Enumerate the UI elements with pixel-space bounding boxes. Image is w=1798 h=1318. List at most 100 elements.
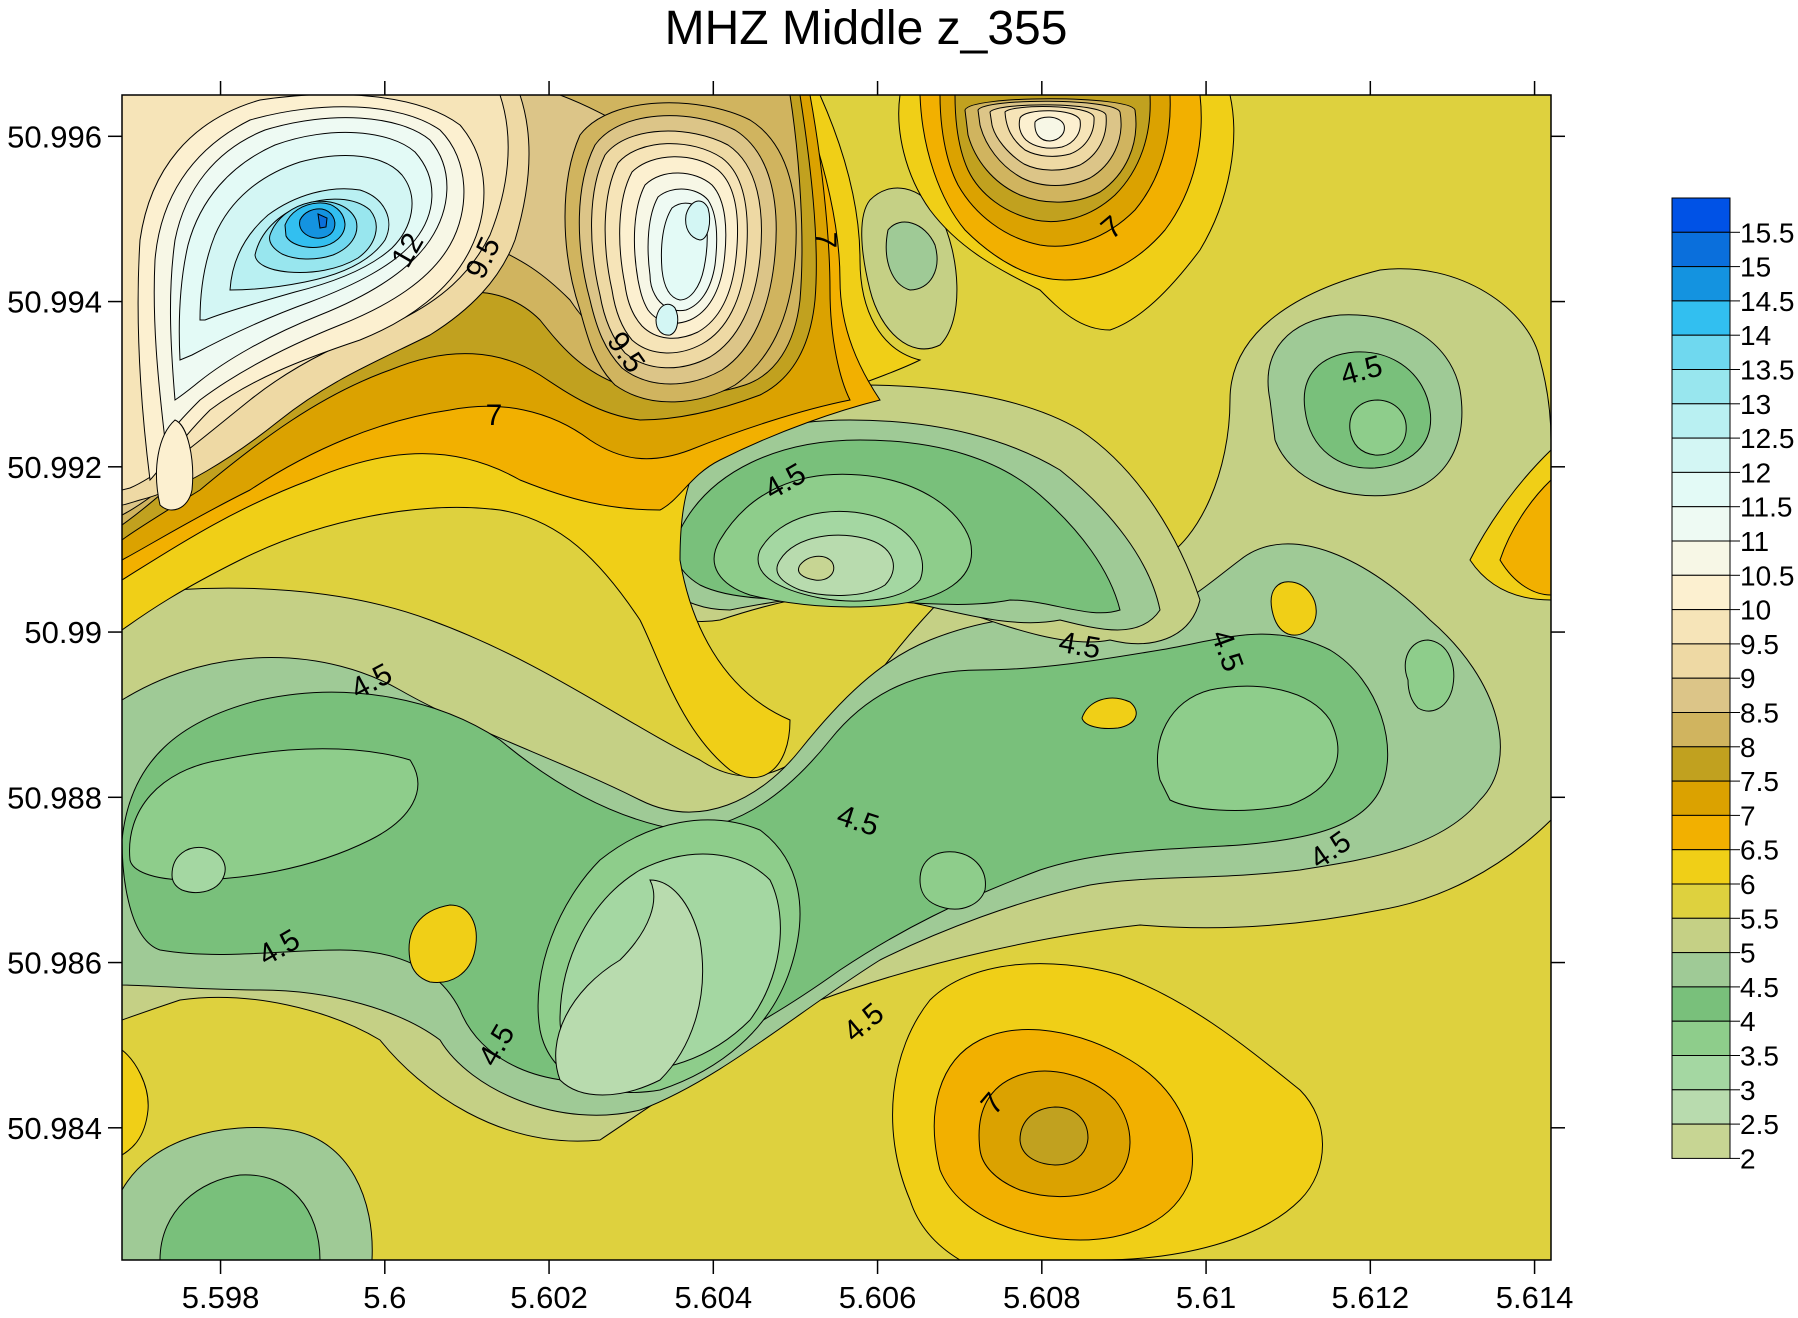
colorbar-label: 11.5	[1740, 492, 1792, 523]
colorbar-swatch	[1671, 506, 1731, 542]
contour-label: 4.5	[1056, 626, 1103, 666]
chart-title: MHZ Middle z_355	[665, 2, 1068, 55]
colorbar-label: 5.5	[1740, 903, 1779, 934]
x-axis: 5.598 5.6 5.602 5.604 5.606 5.608 5.61 5.612 5.6…	[182, 81, 1574, 1315]
plot-area	[122, 95, 1551, 1260]
colorbar-label: 9.5	[1740, 629, 1779, 660]
colorbar-swatch	[1671, 574, 1731, 611]
colorbar-swatch	[1671, 986, 1731, 1022]
colorbar-label: 15.5	[1740, 217, 1795, 248]
colorbar-swatch	[1671, 540, 1731, 576]
x-tick-label: 5.598	[182, 1280, 260, 1315]
colorbar-swatch	[1671, 712, 1731, 748]
colorbar-swatch	[1671, 814, 1731, 851]
y-tick-label: 50.988	[7, 780, 102, 815]
colorbar-label: 4.5	[1740, 972, 1779, 1003]
contour-high-nw-15	[317, 213, 328, 229]
colorbar-label: 14.5	[1740, 286, 1795, 317]
colorbar-label: 14	[1740, 320, 1771, 351]
y-tick-label: 50.986	[7, 946, 102, 981]
colorbar-label: 10.5	[1740, 560, 1795, 591]
colorbar-swatch	[1671, 369, 1731, 405]
contour-high-nw-14-5	[299, 208, 336, 239]
contour-low-east-small-3-5	[1404, 639, 1455, 712]
colorbar-swatch	[1671, 403, 1731, 439]
colorbar-label: 9	[1740, 663, 1756, 694]
colorbar-label: 11	[1740, 526, 1769, 557]
colorbar-swatch	[1671, 883, 1731, 919]
colorbar-swatch	[1671, 1123, 1731, 1159]
colorbar-label: 3	[1740, 1075, 1756, 1106]
colorbar-swatch	[1671, 231, 1731, 268]
colorbar-swatch	[1671, 952, 1731, 988]
colorbar-swatch	[1671, 471, 1731, 508]
contour-low-south-2-5	[555, 879, 704, 1096]
colorbar-label: 2.5	[1740, 1109, 1779, 1140]
contour-low-east-3-5	[1156, 685, 1339, 811]
colorbar-label: 12.5	[1740, 423, 1795, 454]
x-tick-label: 5.614	[1496, 1280, 1574, 1315]
colorbar-swatch	[1671, 437, 1731, 473]
y-tick-label: 50.992	[7, 450, 102, 485]
contour-pocket-e-6	[1270, 581, 1317, 636]
contour-pocket-mid-6	[1081, 697, 1137, 729]
contour-low-west-3	[171, 846, 226, 893]
colorbar-swatch	[1671, 746, 1731, 782]
contour-pocket-sw-6	[408, 904, 477, 984]
y-tick-label: 50.994	[7, 285, 102, 320]
colorbar-swatch	[1671, 1055, 1731, 1091]
colorbar-swatch	[1671, 643, 1731, 679]
colorbar-swatch	[1671, 917, 1731, 954]
colorbar-swatch	[1671, 334, 1731, 371]
colorbar-label: 15	[1740, 252, 1771, 283]
colorbar-label: 6	[1740, 869, 1756, 900]
colorbar-label: 13	[1740, 389, 1771, 420]
colorbar-label: 4	[1740, 1006, 1756, 1037]
colorbar-swatch	[1671, 197, 1731, 233]
colorbar-swatch	[1671, 609, 1731, 645]
contour-label: 7	[486, 399, 503, 432]
colorbar-label: 10	[1740, 595, 1771, 626]
colorbar-swatch	[1671, 1020, 1731, 1057]
contour-low-ne-3-5	[1349, 399, 1407, 456]
colorbar-label: 5	[1740, 938, 1756, 969]
contour-high-south-7-5	[1019, 1106, 1089, 1166]
contour-label: 7	[809, 232, 842, 249]
contour-basin-central-2-5	[776, 534, 894, 596]
y-tick-label: 50.996	[7, 119, 102, 154]
colorbar-label: 6.5	[1740, 835, 1779, 866]
contour-high-mid-12b	[655, 303, 679, 336]
contour-low-mid-3-5	[919, 851, 986, 910]
contour-pocket-east-6-5	[1499, 479, 1551, 596]
colorbar-swatch	[1671, 1089, 1731, 1125]
colorbar-swatch	[1671, 677, 1731, 714]
x-tick-label: 5.6	[363, 1280, 406, 1315]
y-axis: 50.996 50.994 50.992 50.99 50.988 50.986 50.98…	[7, 119, 1565, 1146]
contour-pocket-west-edge-6	[122, 1049, 149, 1156]
colorbar-label: 13.5	[1740, 355, 1795, 386]
colorbar-swatch	[1671, 780, 1731, 816]
colorbar-label: 7	[1740, 800, 1756, 831]
x-tick-label: 5.608	[1003, 1280, 1081, 1315]
colorbar-label: 3.5	[1740, 1041, 1779, 1072]
colorbar-swatch	[1671, 300, 1731, 336]
plot-frame	[121, 94, 1552, 1261]
colorbar-label: 2	[1740, 1143, 1756, 1174]
colorbar-label: 12	[1740, 457, 1771, 488]
contour-high-mid-12a	[685, 200, 711, 241]
x-tick-label: 5.602	[510, 1280, 588, 1315]
contour-high-west-10	[155, 419, 194, 511]
y-tick-label: 50.984	[7, 1111, 102, 1146]
contour-high-north-10-5	[1034, 116, 1065, 142]
x-tick-label: 5.606	[839, 1280, 917, 1315]
colorbar-label: 7.5	[1740, 766, 1779, 797]
colorbar-label: 8	[1740, 732, 1756, 763]
contour-basin-central-2	[798, 555, 835, 581]
colorbar-swatch	[1671, 266, 1731, 302]
colorbar-label: 8.5	[1740, 698, 1779, 729]
x-tick-label: 5.61	[1176, 1280, 1236, 1315]
y-tick-label: 50.99	[24, 615, 102, 650]
x-tick-label: 5.604	[675, 1280, 753, 1315]
contour-low-sw-4	[159, 1174, 321, 1260]
